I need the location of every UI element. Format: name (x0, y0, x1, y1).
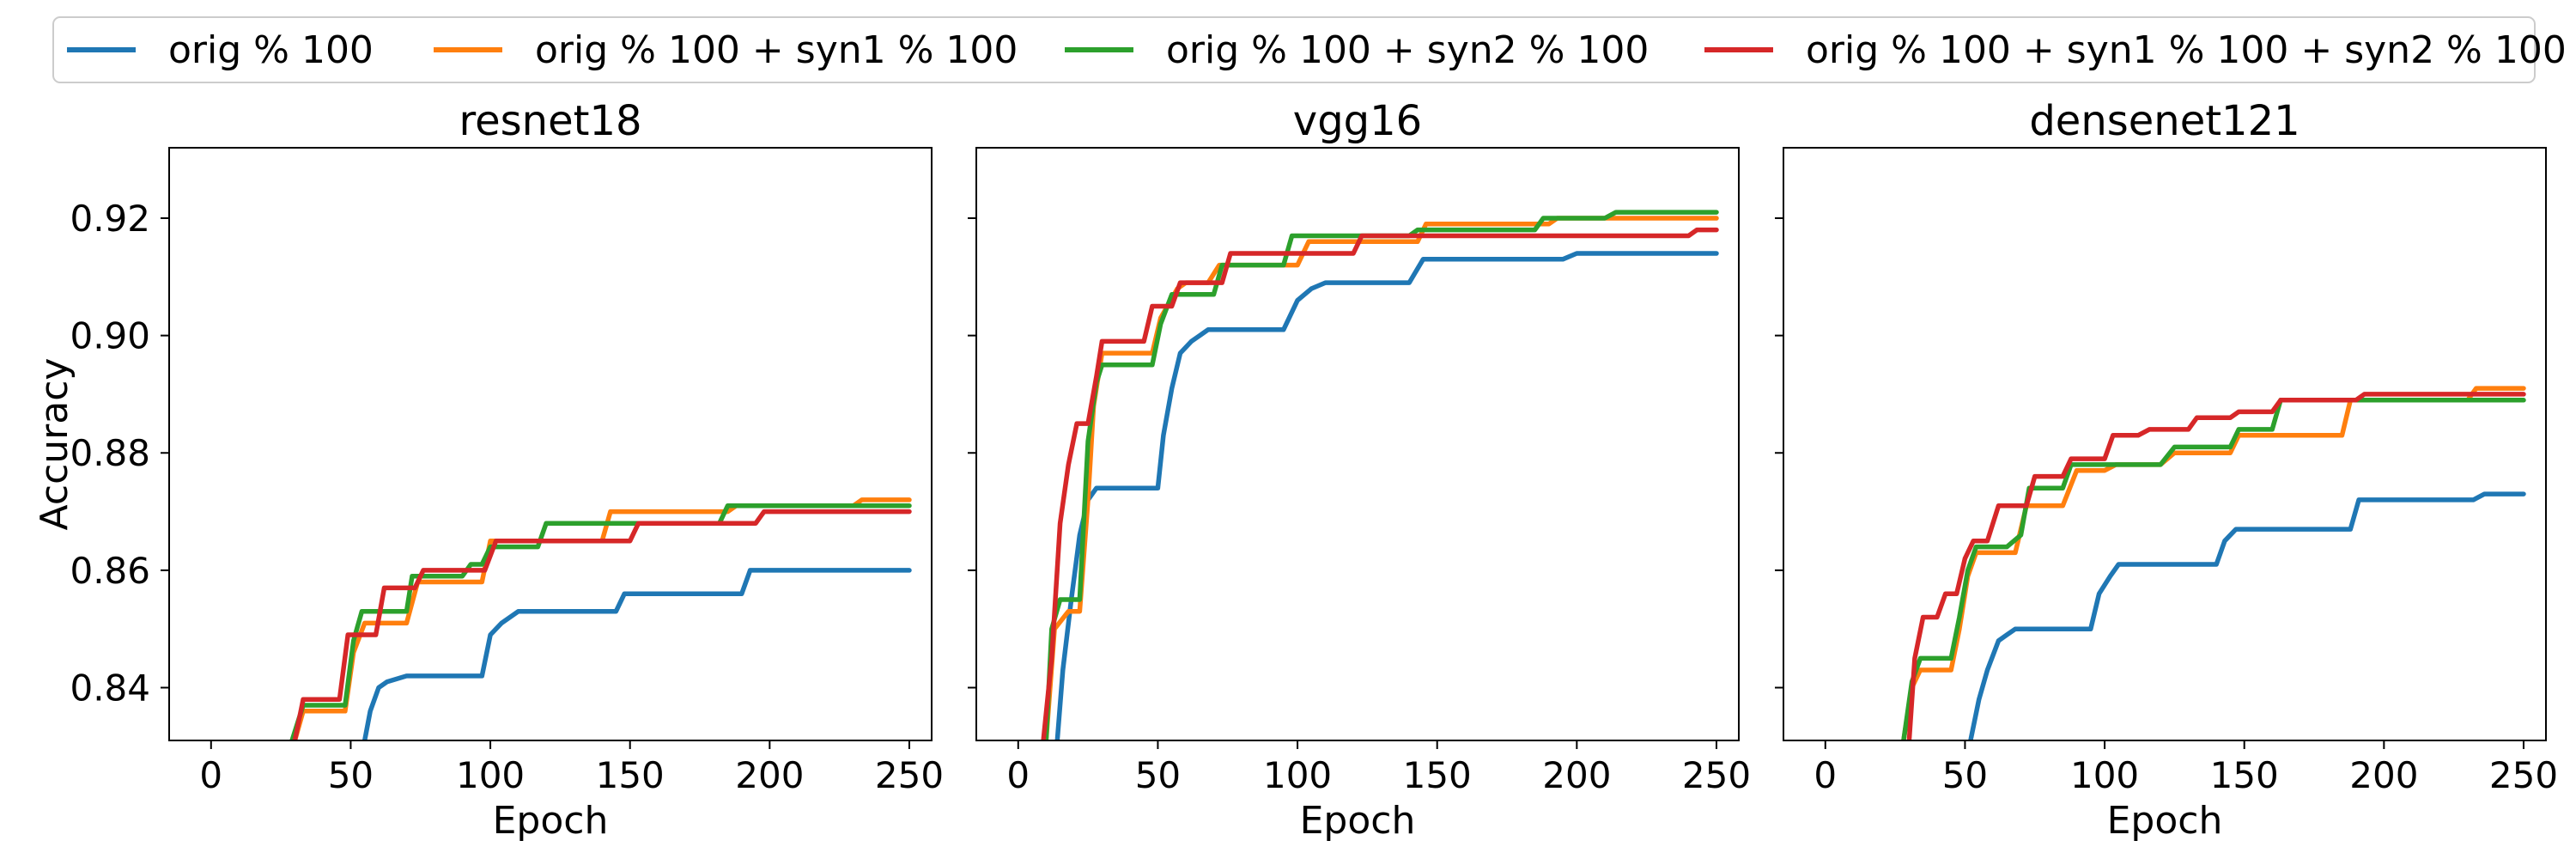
series-line-1 (361, 568, 912, 740)
series-line-2 (1043, 216, 1719, 740)
x-tick-label: 250 (1682, 754, 1751, 796)
x-tick-label: 0 (1006, 754, 1030, 796)
series-line-4 (1041, 227, 1719, 740)
x-tick-label: 150 (596, 754, 665, 796)
x-tick-label: 0 (1814, 754, 1837, 796)
x-tick-label: 100 (456, 754, 525, 796)
chart-panel-2: 0 50 100 150 200 250 vgg16 Epoch (968, 97, 1751, 843)
legend: orig % 100 orig % 100 + syn1 % 100 orig % … (52, 16, 2567, 83)
series-line-4 (292, 509, 912, 740)
x-axis-label: Epoch (493, 799, 609, 843)
y-tick-label: 0.86 (70, 550, 150, 592)
series-group (1041, 210, 1719, 740)
series-line-4 (1906, 392, 2526, 740)
chart-title: resnet18 (459, 97, 641, 145)
series-line-1 (1054, 251, 1719, 740)
x-tick-label: 50 (328, 754, 374, 796)
x-tick-label: 100 (2070, 754, 2139, 796)
x-tick-label: 200 (735, 754, 804, 796)
series-line-3 (1043, 210, 1719, 740)
x-tick-label: 50 (1942, 754, 1988, 796)
chart-panel-3: 0 50 100 150 200 250 densenet121 Epoch (1775, 97, 2558, 843)
legend-label-2: orig % 100 + syn1 % 100 (535, 28, 1018, 72)
x-axis-label: Epoch (1300, 799, 1416, 843)
chart-panels: 0 50 100 150 200 250 0.84 0.86 0.88 0.90 0.92 resne… (33, 97, 2558, 843)
x-tick-label: 200 (2349, 754, 2418, 796)
plot-frame (1783, 147, 2547, 741)
x-tick-label: 150 (1403, 754, 1472, 796)
y-tick-label: 0.88 (70, 432, 150, 474)
y-tick-label: 0.90 (70, 315, 150, 357)
y-tick-label: 0.92 (70, 198, 150, 240)
chart-title: densenet121 (2029, 97, 2300, 145)
legend-label-1: orig % 100 (168, 28, 374, 72)
y-axis-label: Accuracy (33, 358, 76, 531)
series-line-3 (1901, 398, 2526, 740)
x-tick-label: 150 (2210, 754, 2279, 796)
series-group (289, 497, 912, 740)
plot-frame (975, 147, 1740, 741)
x-tick-label: 0 (199, 754, 222, 796)
plot-frame (168, 147, 933, 741)
legend-frame (52, 16, 2536, 83)
y-tick-label: 0.84 (70, 667, 150, 710)
x-axis-label: Epoch (2107, 799, 2223, 843)
legend-label-4: orig % 100 + syn1 % 100 + syn2 % 100 (1806, 28, 2567, 72)
x-tick-label: 250 (875, 754, 944, 796)
chart-panel-1: 0 50 100 150 200 250 0.84 0.86 0.88 0.90 0.92 resne… (33, 97, 944, 843)
series-line-3 (289, 503, 912, 740)
x-tick-label: 200 (1542, 754, 1611, 796)
legend-label-3: orig % 100 + syn2 % 100 (1166, 28, 1649, 72)
x-tick-label: 250 (2489, 754, 2558, 796)
chart-title: vgg16 (1293, 97, 1422, 145)
series-line-1 (1968, 491, 2526, 740)
x-tick-label: 50 (1135, 754, 1181, 796)
series-line-2 (292, 497, 912, 740)
series-group (1901, 386, 2526, 740)
x-tick-label: 100 (1263, 754, 1332, 796)
